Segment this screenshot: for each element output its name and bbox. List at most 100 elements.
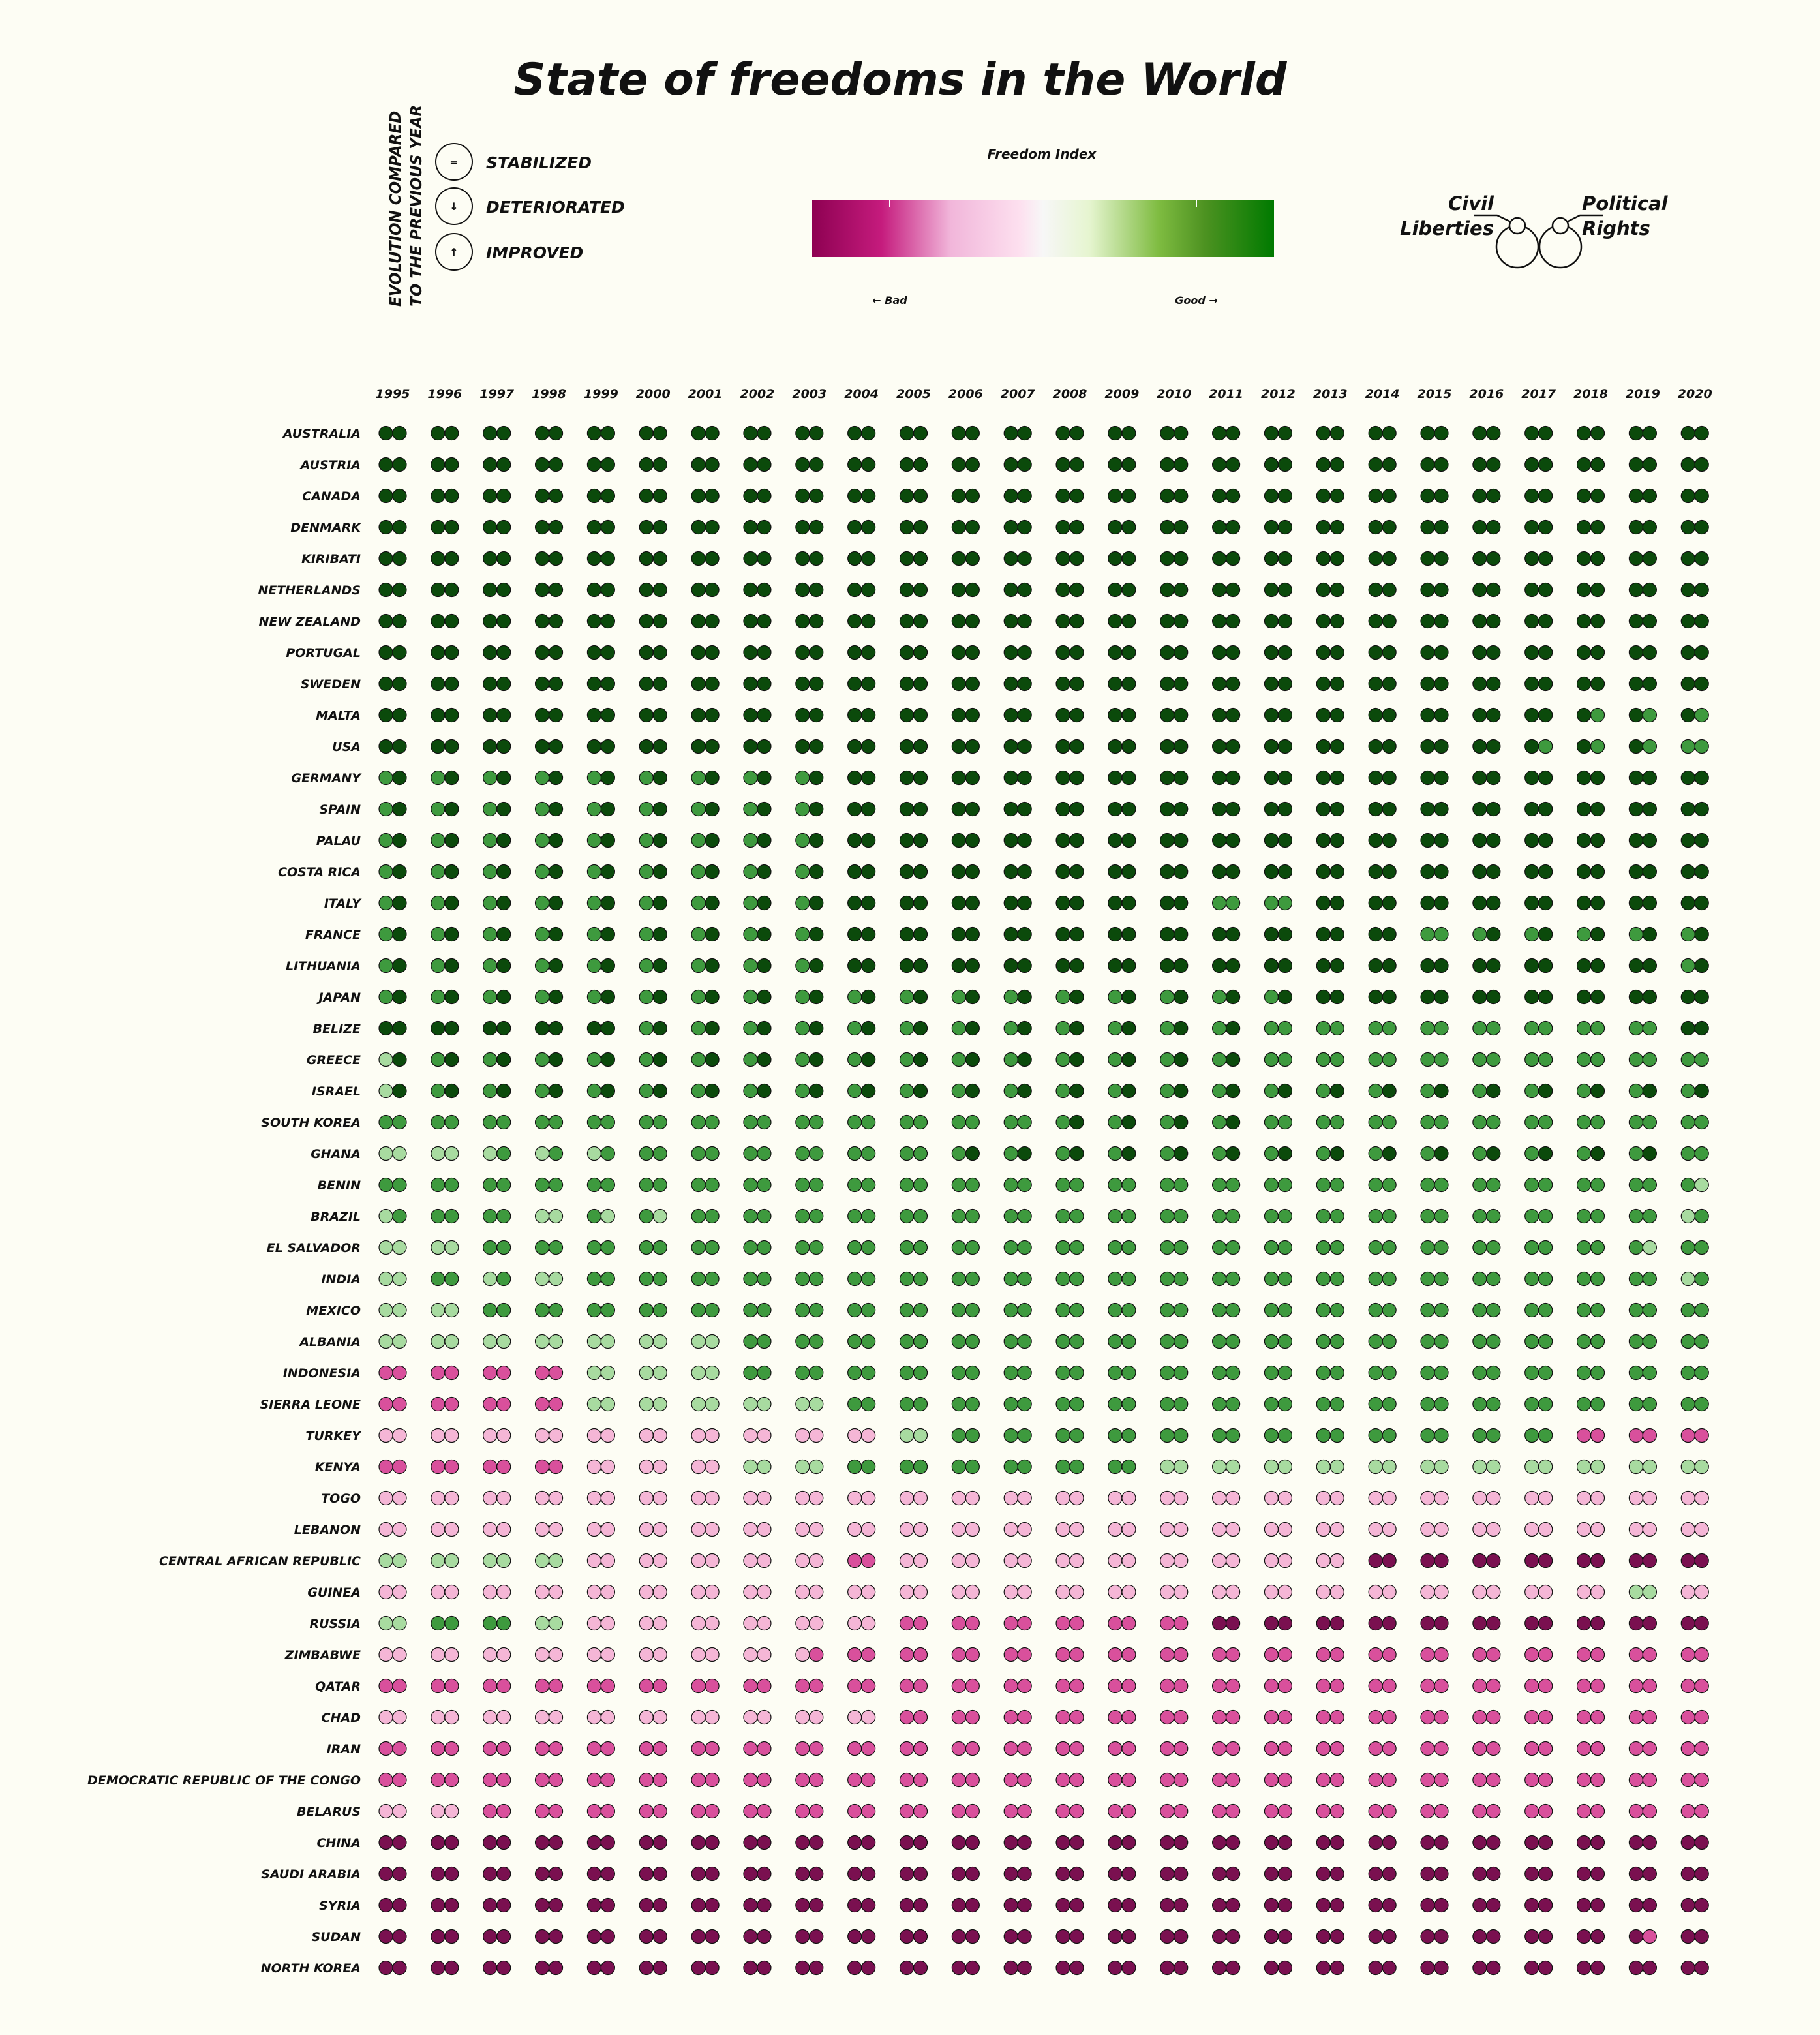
dot-civil-41-2010: [1160, 1709, 1175, 1725]
dot-civil-27-1998: [534, 1271, 550, 1287]
dot-political-9-2008: [1069, 707, 1084, 723]
dot-civil-18-2007: [1003, 989, 1018, 1005]
dot-civil-37-2001: [691, 1584, 706, 1600]
dot-civil-33-2001: [691, 1459, 706, 1475]
dot-civil-17-2002: [743, 958, 758, 973]
dot-political-5-1996: [444, 582, 459, 598]
dot-political-23-2007: [1017, 1146, 1032, 1161]
dot-civil-30-1999: [586, 1365, 602, 1381]
dot-civil-4-2009: [1108, 551, 1123, 566]
dot-political-30-1997: [496, 1365, 511, 1381]
dot-political-6-2018: [1590, 613, 1605, 629]
dot-political-45-1996: [444, 1835, 459, 1850]
dot-political-15-1995: [392, 895, 407, 911]
dot-civil-48-2002: [743, 1929, 758, 1944]
dot-civil-30-2010: [1160, 1365, 1175, 1381]
dot-civil-24-2019: [1628, 1177, 1643, 1193]
dot-civil-47-2010: [1160, 1897, 1175, 1913]
dot-civil-29-2013: [1316, 1334, 1331, 1349]
dot-political-42-2020: [1694, 1741, 1709, 1756]
dot-civil-22-1997: [483, 1114, 498, 1130]
dot-political-42-2018: [1590, 1741, 1605, 1756]
dot-civil-36-2009: [1108, 1553, 1123, 1568]
dot-civil-3-2001: [691, 519, 706, 535]
dot-civil-2-2006: [951, 488, 966, 504]
dot-civil-15-2017: [1524, 895, 1539, 911]
dot-political-21-2002: [757, 1083, 772, 1099]
dot-political-28-2012: [1277, 1302, 1293, 1318]
dot-civil-6-1999: [586, 613, 602, 629]
dot-civil-35-2006: [951, 1522, 966, 1537]
dot-civil-31-2013: [1316, 1396, 1331, 1412]
dot-political-6-1998: [548, 613, 564, 629]
dot-civil-46-2002: [743, 1866, 758, 1882]
dot-civil-38-2018: [1576, 1615, 1592, 1631]
dot-civil-26-2001: [691, 1240, 706, 1255]
dot-political-31-1996: [444, 1396, 459, 1412]
country-label-togo: TOGO: [321, 1492, 361, 1506]
dot-political-19-2013: [1329, 1020, 1344, 1036]
dot-political-3-1997: [496, 519, 511, 535]
dot-political-43-2001: [705, 1772, 720, 1788]
dot-political-48-2008: [1069, 1929, 1084, 1944]
country-label-italy: ITALY: [324, 896, 362, 911]
dot-political-0-2001: [705, 425, 720, 441]
dot-political-33-2017: [1538, 1459, 1553, 1475]
dot-civil-39-2012: [1264, 1647, 1279, 1662]
dot-political-27-2000: [652, 1271, 667, 1287]
dot-political-9-2000: [652, 707, 667, 723]
dot-political-22-2003: [809, 1114, 824, 1130]
dot-political-45-2007: [1017, 1835, 1032, 1850]
dot-political-4-1998: [548, 551, 564, 566]
dot-political-7-2007: [1017, 645, 1032, 660]
dot-political-42-1997: [496, 1741, 511, 1756]
dot-political-21-2011: [1225, 1083, 1241, 1099]
dot-political-1-2016: [1486, 457, 1501, 472]
dot-civil-9-2007: [1003, 707, 1018, 723]
dot-political-48-2001: [705, 1929, 720, 1944]
dot-civil-25-2016: [1472, 1208, 1487, 1224]
dot-political-36-2009: [1121, 1553, 1136, 1568]
dot-civil-43-2011: [1211, 1772, 1227, 1788]
dot-political-33-2009: [1121, 1459, 1136, 1475]
dot-political-36-2020: [1694, 1553, 1709, 1568]
dot-political-19-1997: [496, 1020, 511, 1036]
dot-civil-16-2010: [1160, 926, 1175, 942]
dot-civil-11-1995: [378, 770, 393, 786]
dot-political-19-2001: [705, 1020, 720, 1036]
dot-political-43-2010: [1174, 1772, 1189, 1788]
dot-civil-21-2015: [1420, 1083, 1435, 1099]
dot-civil-38-1999: [586, 1615, 602, 1631]
dot-political-17-2008: [1069, 958, 1084, 973]
dot-political-43-1997: [496, 1772, 511, 1788]
dot-civil-22-2015: [1420, 1114, 1435, 1130]
dot-political-16-2007: [1017, 926, 1032, 942]
dot-political-0-2011: [1225, 425, 1241, 441]
dot-civil-44-1995: [378, 1803, 393, 1819]
dot-political-20-2008: [1069, 1052, 1084, 1067]
dot-political-15-2003: [809, 895, 824, 911]
dot-political-44-2018: [1590, 1803, 1605, 1819]
dot-civil-39-1995: [378, 1647, 393, 1662]
dot-political-20-1999: [600, 1052, 616, 1067]
dot-civil-25-2011: [1211, 1208, 1227, 1224]
dot-political-11-2008: [1069, 770, 1084, 786]
dot-political-34-2001: [705, 1490, 720, 1506]
dot-civil-6-2016: [1472, 613, 1487, 629]
country-label-albania: ALBANIA: [298, 1335, 361, 1349]
dot-civil-20-2006: [951, 1052, 966, 1067]
dot-civil-19-2004: [847, 1020, 862, 1036]
dot-political-15-1997: [496, 895, 511, 911]
dot-civil-25-2015: [1420, 1208, 1435, 1224]
dot-civil-6-2009: [1108, 613, 1123, 629]
dot-civil-39-2003: [795, 1647, 810, 1662]
dot-civil-8-2007: [1003, 676, 1018, 692]
dot-political-4-2009: [1121, 551, 1136, 566]
dot-civil-22-2006: [951, 1114, 966, 1130]
dot-political-10-2003: [809, 739, 824, 754]
dot-civil-40-1996: [431, 1678, 446, 1694]
dot-political-38-2010: [1174, 1615, 1189, 1631]
dot-political-7-2003: [809, 645, 824, 660]
dot-political-38-1999: [600, 1615, 616, 1631]
dot-political-32-2013: [1329, 1428, 1344, 1443]
